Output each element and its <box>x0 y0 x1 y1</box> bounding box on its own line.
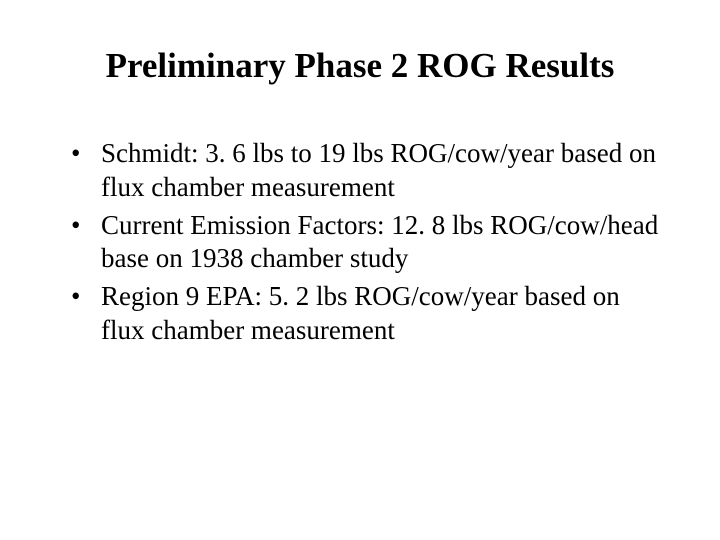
slide-title: Preliminary Phase 2 ROG Results <box>55 45 665 87</box>
bullet-list: Schmidt: 3. 6 lbs to 19 lbs ROG/cow/year… <box>55 137 665 348</box>
slide-container: Preliminary Phase 2 ROG Results Schmidt:… <box>0 0 720 540</box>
list-item: Schmidt: 3. 6 lbs to 19 lbs ROG/cow/year… <box>83 137 665 205</box>
list-item: Current Emission Factors: 12. 8 lbs ROG/… <box>83 209 665 277</box>
list-item: Region 9 EPA: 5. 2 lbs ROG/cow/year base… <box>83 280 665 348</box>
